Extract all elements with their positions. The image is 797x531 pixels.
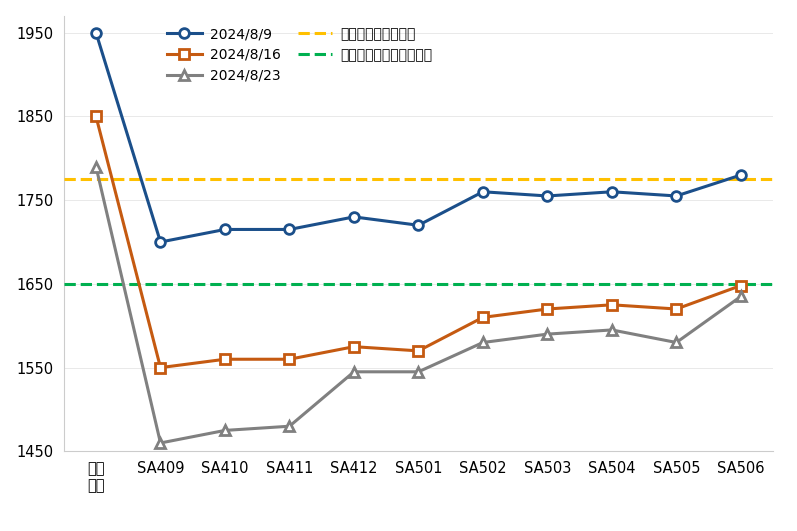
- 2024/8/16: [155, 364, 165, 371]
- 2024/8/9: [414, 222, 423, 228]
- 2024/8/9: [155, 239, 165, 245]
- 2024/8/9: [285, 226, 294, 233]
- 2024/8/9: [220, 226, 230, 233]
- 2024/8/9: [607, 189, 617, 195]
- 2024/8/23: [155, 440, 165, 446]
- 氨碱法成本（隆众）: [91, 176, 100, 182]
- 2024/8/9: [672, 193, 681, 199]
- 2024/8/16: [349, 344, 359, 350]
- 氨碱法现金成本（估算）: [155, 281, 165, 287]
- 2024/8/9: [91, 30, 100, 36]
- 2024/8/23: [285, 423, 294, 430]
- 2024/8/16: [220, 356, 230, 363]
- 2024/8/16: [414, 348, 423, 354]
- 2024/8/23: [478, 339, 488, 346]
- 2024/8/9: [736, 172, 746, 178]
- 2024/8/23: [543, 331, 552, 337]
- 2024/8/16: [736, 282, 746, 289]
- 2024/8/23: [607, 327, 617, 333]
- 2024/8/16: [543, 306, 552, 312]
- 2024/8/9: [543, 193, 552, 199]
- 2024/8/16: [285, 356, 294, 363]
- Line: 2024/8/9: 2024/8/9: [91, 28, 746, 247]
- 氨碱法现金成本（估算）: [91, 281, 100, 287]
- Line: 2024/8/16: 2024/8/16: [91, 112, 746, 372]
- 2024/8/23: [736, 293, 746, 299]
- Line: 2024/8/23: 2024/8/23: [91, 162, 746, 448]
- 2024/8/16: [478, 314, 488, 321]
- 氨碱法成本（隆众）: [155, 176, 165, 182]
- 2024/8/16: [607, 302, 617, 308]
- 2024/8/16: [91, 113, 100, 119]
- Legend: 2024/8/9, 2024/8/16, 2024/8/23, 氨碱法成本（隆众）, 氨碱法现金成本（估算）: 2024/8/9, 2024/8/16, 2024/8/23, 氨碱法成本（隆众…: [163, 23, 437, 87]
- 2024/8/16: [672, 306, 681, 312]
- 2024/8/23: [91, 164, 100, 170]
- 2024/8/23: [349, 369, 359, 375]
- 2024/8/23: [672, 339, 681, 346]
- 2024/8/9: [478, 189, 488, 195]
- 2024/8/9: [349, 213, 359, 220]
- 2024/8/23: [414, 369, 423, 375]
- 2024/8/23: [220, 427, 230, 434]
